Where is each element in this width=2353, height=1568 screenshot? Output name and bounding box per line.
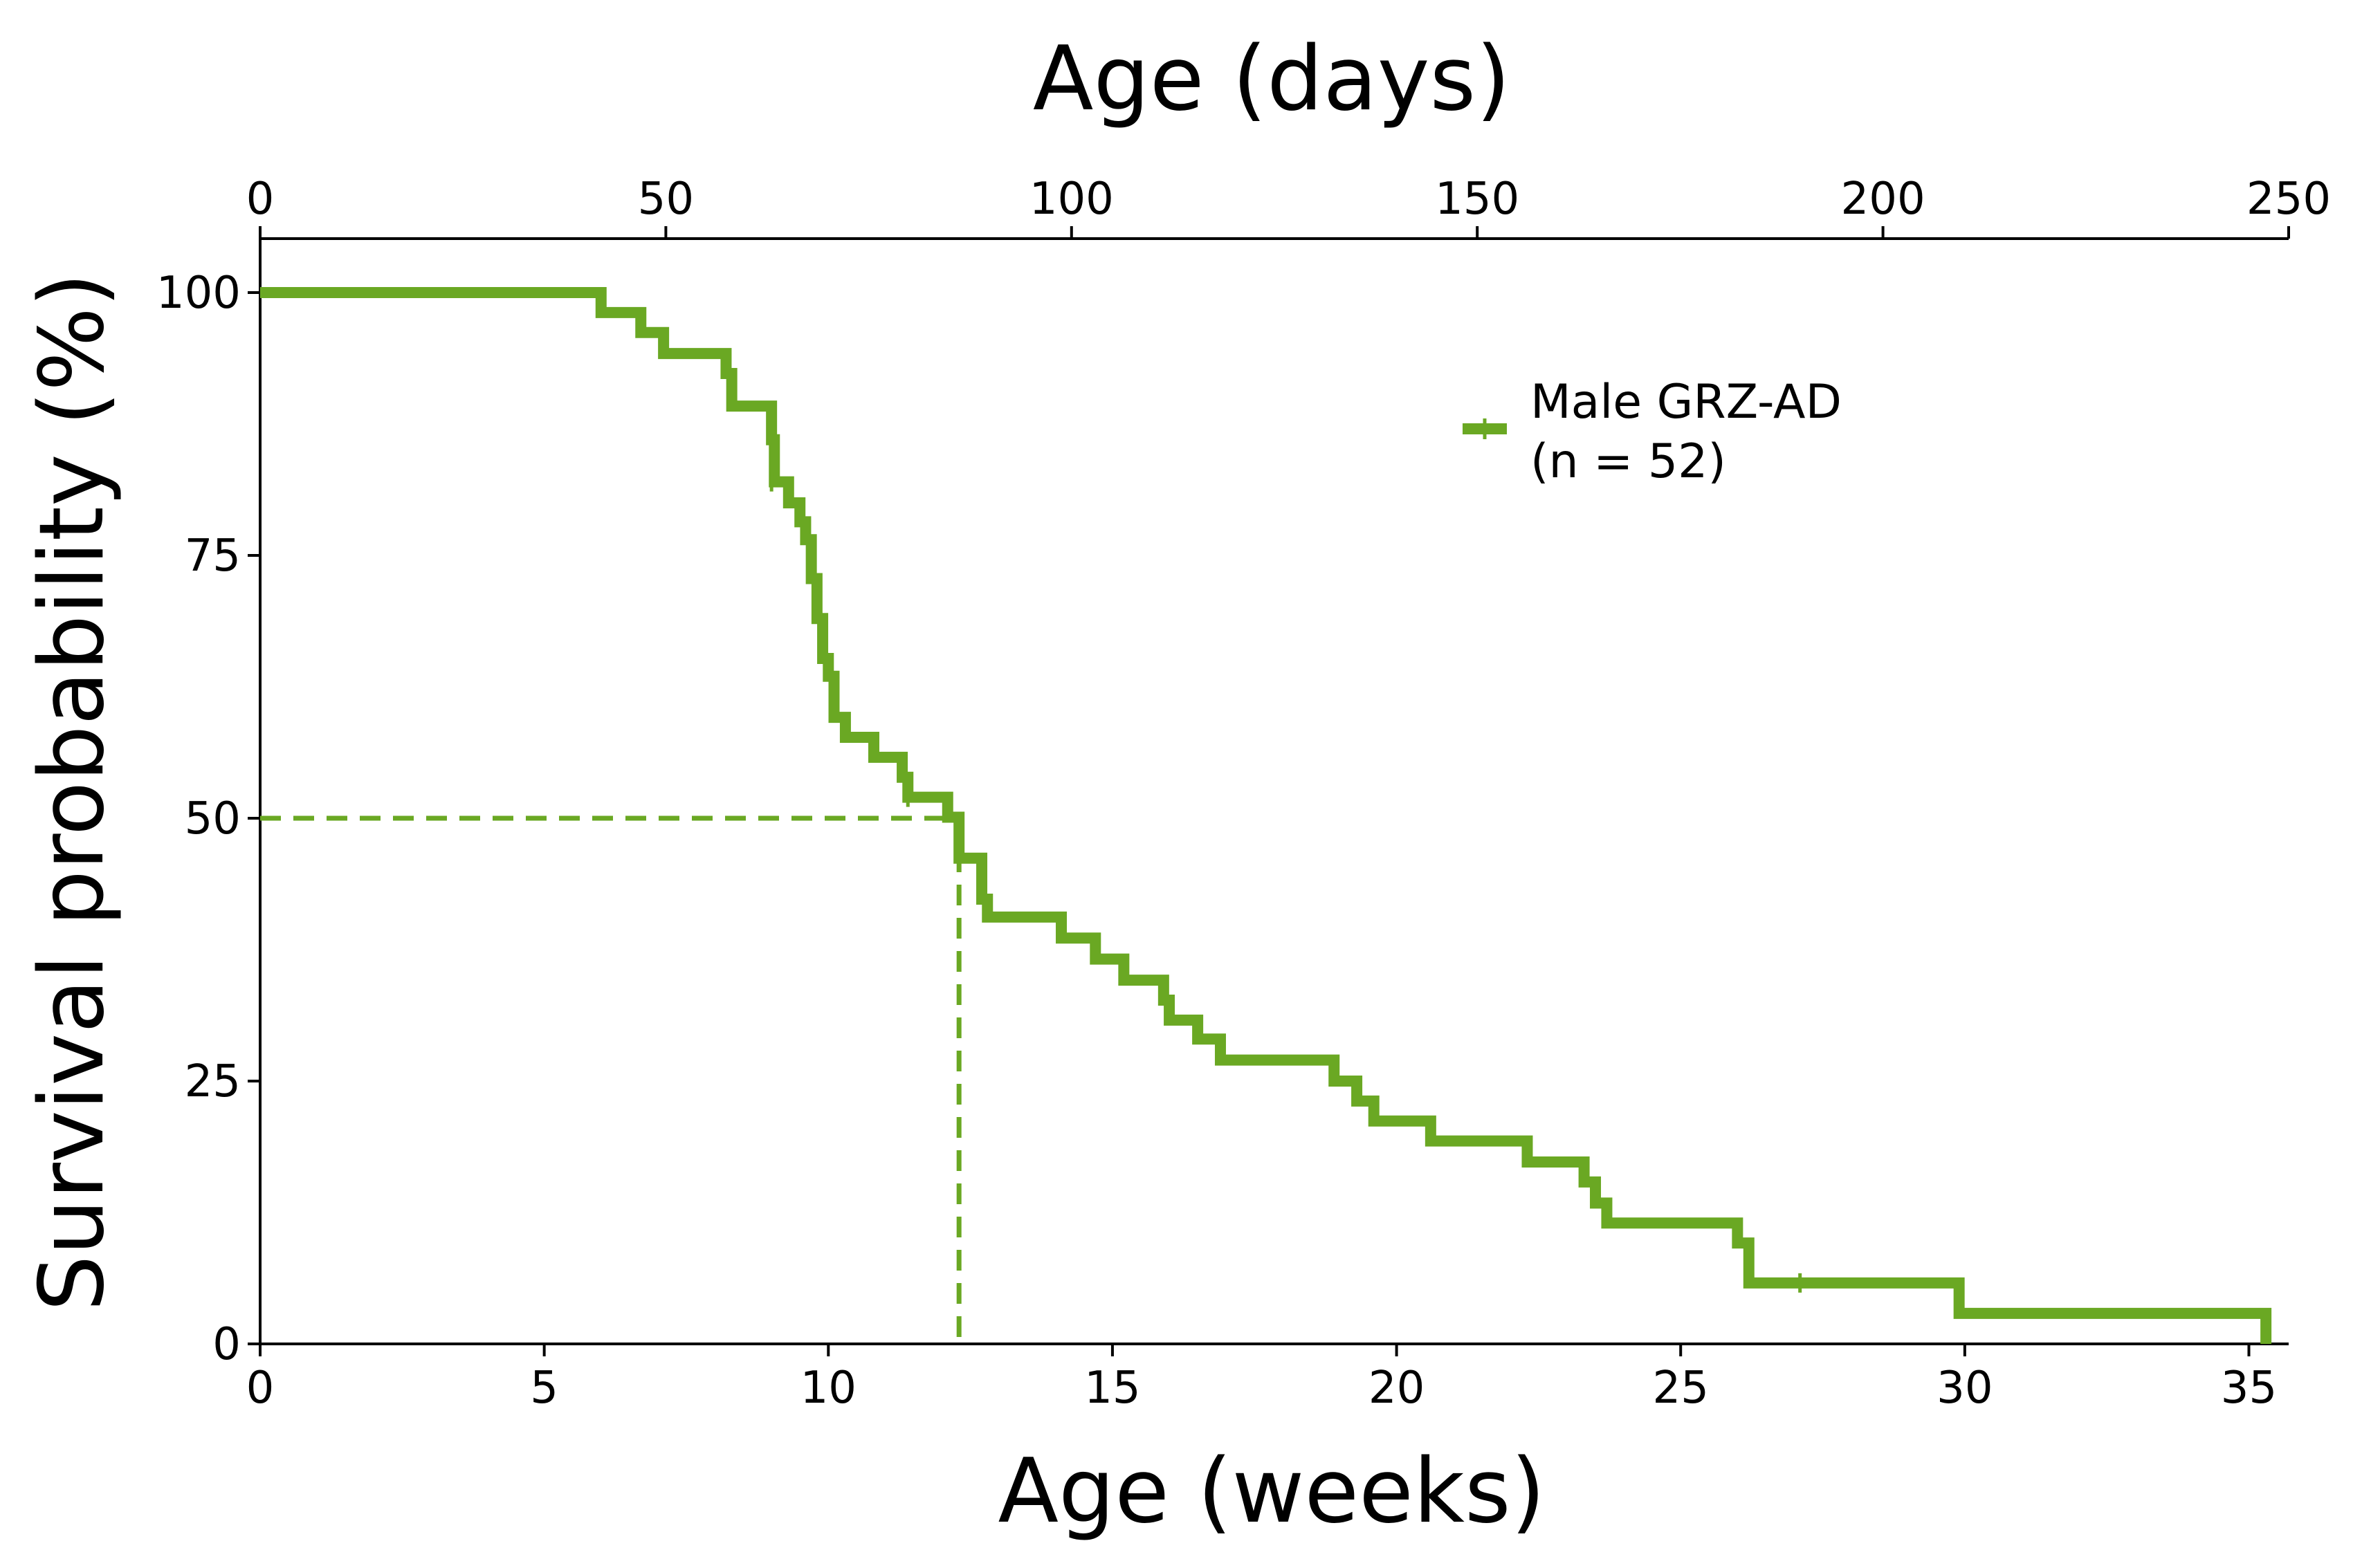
y-tick-label: 25 bbox=[185, 1056, 241, 1107]
y-tick-label: 0 bbox=[212, 1319, 241, 1370]
x-tick-label: 20 bbox=[1368, 1363, 1425, 1414]
x-tick-label: 25 bbox=[1653, 1363, 1709, 1414]
top-x-tick-label: 150 bbox=[1435, 174, 1519, 225]
top-x-tick-label: 50 bbox=[638, 174, 694, 225]
y-tick-label: 100 bbox=[156, 268, 241, 319]
median-survival-guides bbox=[260, 815, 962, 1344]
top-x-axis-title: Age (days) bbox=[1033, 28, 1510, 131]
x-tick-label: 0 bbox=[246, 1363, 275, 1414]
top-x-tick-label: 200 bbox=[1841, 174, 1925, 225]
x-tick-label: 30 bbox=[1937, 1363, 1993, 1414]
x-tick-label: 35 bbox=[2221, 1363, 2277, 1414]
x-tick-label: 10 bbox=[800, 1363, 857, 1414]
top-x-tick-label: 250 bbox=[2246, 174, 2331, 225]
top-x-tick-label: 100 bbox=[1029, 174, 1114, 225]
top-x-tick-label: 0 bbox=[246, 174, 275, 225]
y-tick-label: 75 bbox=[185, 531, 241, 582]
legend: Male GRZ-AD (n = 52) bbox=[1463, 375, 1842, 489]
x-tick-label: 15 bbox=[1084, 1363, 1140, 1414]
y-axis-title: Survival probability (%) bbox=[21, 273, 124, 1311]
axes: 0 5 10 15 20 25 30 35 0 50 100 150 200 250 0 25 50 75 100 bbox=[156, 174, 2331, 1414]
x-axis-title: Age (weeks) bbox=[998, 1440, 1545, 1543]
survival-curve-0 bbox=[260, 287, 2272, 1344]
legend-label-line-2: (n = 52) bbox=[1530, 434, 1726, 489]
series-layer bbox=[260, 287, 2272, 1344]
x-tick-label: 5 bbox=[530, 1363, 558, 1414]
y-tick-label: 50 bbox=[185, 793, 241, 845]
legend-label-line-1: Male GRZ-AD bbox=[1530, 375, 1842, 430]
